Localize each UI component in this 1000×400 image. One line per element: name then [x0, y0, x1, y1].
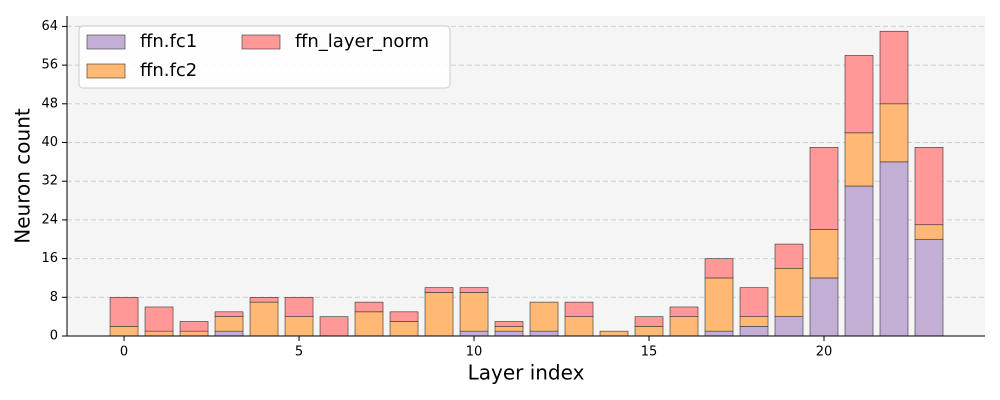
bar-segment — [494, 326, 524, 332]
x-axis-label: Layer index — [468, 361, 585, 385]
bar-segment — [844, 185, 874, 337]
bar-segment — [214, 330, 244, 337]
y-tick-label: 0 — [50, 329, 58, 344]
bar-segment — [249, 301, 279, 337]
bar-segment — [879, 30, 909, 105]
bar-segment — [459, 287, 489, 293]
bar-segment — [844, 132, 874, 187]
bar-segment — [249, 297, 279, 303]
bar-segment — [109, 297, 139, 327]
bar-segment — [284, 297, 314, 317]
bar-segment — [144, 330, 174, 337]
y-tick-label: 56 — [41, 58, 58, 73]
x-tick-label: 15 — [641, 345, 658, 360]
bar-segment — [844, 55, 874, 134]
bar-segment — [809, 147, 839, 230]
bar-segment — [144, 306, 174, 332]
bar-segment — [319, 316, 349, 337]
bar-segment — [634, 326, 664, 337]
legend-swatch — [86, 34, 126, 50]
bar-segment — [774, 243, 804, 269]
legend: ffn.fc1 ffn.fc2 ffn_layer_norm — [78, 25, 451, 89]
bar-segment — [529, 301, 559, 332]
bar-segment — [179, 321, 209, 332]
bar-segment — [599, 330, 629, 337]
bar-segment — [704, 330, 734, 337]
bar-segment — [739, 316, 769, 327]
legend-box — [78, 25, 451, 89]
x-tick-label: 10 — [466, 345, 483, 360]
bar-segment — [634, 316, 664, 327]
bar-segment — [774, 267, 804, 317]
bar-segment — [214, 311, 244, 317]
bar-segment — [879, 161, 909, 337]
bar-segment — [704, 277, 734, 332]
bar-segment — [739, 326, 769, 337]
y-tick-label: 48 — [41, 96, 58, 111]
legend-label: ffn.fc1 — [140, 31, 197, 52]
bar-segment — [704, 258, 734, 279]
y-tick-label: 16 — [41, 251, 58, 266]
bar-segment — [669, 306, 699, 317]
bar-segment — [389, 321, 419, 337]
legend-swatch — [86, 63, 126, 79]
bar-segment — [774, 316, 804, 337]
bar-segment — [669, 316, 699, 337]
bar-segment — [914, 238, 944, 337]
bar-segment — [809, 229, 839, 279]
x-tick-label: 0 — [120, 345, 128, 360]
bar-segment — [494, 330, 524, 337]
bar-segment — [424, 292, 454, 337]
bar-segment — [809, 277, 839, 337]
bar-segment — [529, 330, 559, 337]
bar-segment — [179, 330, 209, 337]
bar-segment — [494, 321, 524, 327]
bar-segment — [914, 147, 944, 226]
bar-segment — [739, 287, 769, 317]
bar-segment — [389, 311, 419, 322]
bar-segment — [564, 316, 594, 337]
bar-segment — [354, 311, 384, 337]
y-tick-label: 8 — [50, 290, 58, 305]
bar-segment — [459, 330, 489, 337]
legend-swatch — [241, 34, 281, 50]
bar-segment — [354, 301, 384, 313]
y-axis-label: Neuron count — [11, 108, 35, 244]
x-tick-label: 5 — [295, 345, 303, 360]
bar-segment — [564, 301, 594, 317]
bar-segment — [284, 316, 314, 337]
bar-segment — [424, 287, 454, 293]
y-tick-label: 24 — [41, 212, 58, 227]
bar-segment — [109, 326, 139, 337]
bar-segment — [914, 224, 944, 240]
legend-label: ffn_layer_norm — [295, 31, 429, 52]
legend-label: ffn.fc2 — [140, 60, 197, 81]
x-tick-label: 20 — [816, 345, 833, 360]
bar-segment — [879, 103, 909, 163]
bar-segment — [214, 316, 244, 332]
bar-segment — [459, 292, 489, 332]
y-tick-label: 64 — [41, 19, 58, 34]
y-tick-label: 40 — [41, 135, 58, 150]
y-tick-label: 32 — [41, 174, 58, 189]
